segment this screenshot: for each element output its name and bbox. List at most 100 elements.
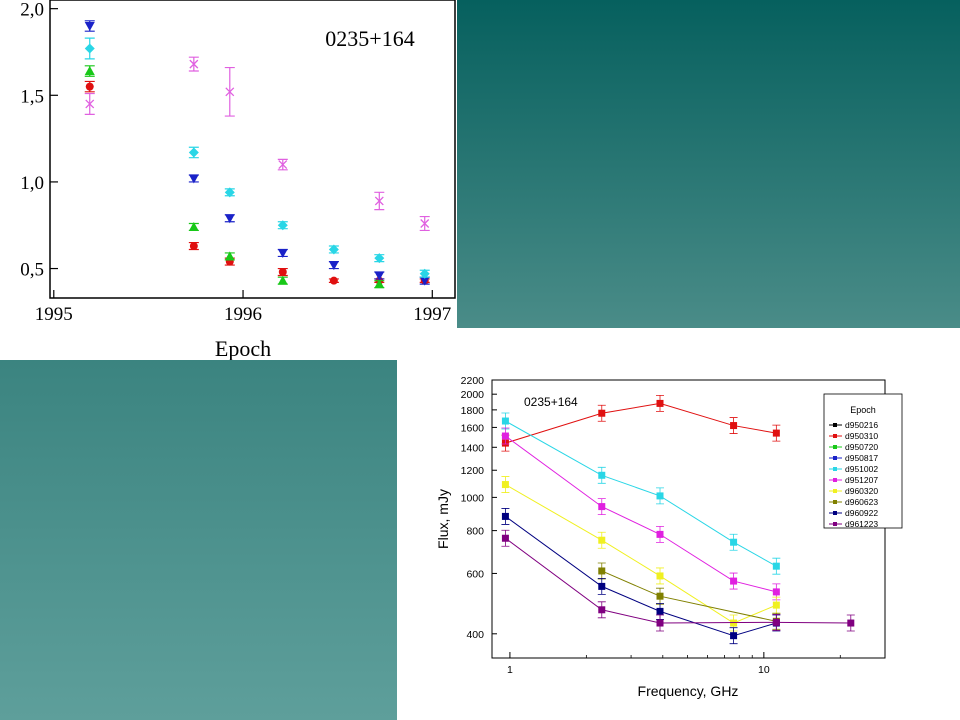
chart2-point [598,409,606,417]
legend-swatch [833,500,837,504]
chart2-point [501,417,509,425]
chart1-point [278,160,288,170]
chart2-point [598,503,606,511]
legend-entry: d951002 [845,464,878,474]
chart2-point [656,530,664,538]
chart2-point [730,632,738,640]
chart1-point [277,248,288,258]
legend-entry: d961223 [845,519,878,529]
teal-panel-bottom-left [0,360,397,720]
chart2-point [772,588,780,596]
legend-swatch [833,467,837,471]
chart2-point [847,619,855,627]
chart2-annotation: 0235+164 [524,395,578,409]
chart1-point [84,43,95,54]
legend-entry: d951207 [845,475,878,485]
chart2-point [730,577,738,585]
chart2-y-tick-label: 2000 [461,389,485,401]
chart1-point [225,87,235,97]
chart1-point [328,244,339,255]
chart1-point [374,271,385,281]
legend-swatch [833,434,837,438]
chart1-point [277,220,288,231]
legend-entry: d950310 [845,431,878,441]
chart1-point [420,219,430,228]
chart2-y-tick-label: 1600 [461,422,485,434]
legend-swatch [833,478,837,482]
legend-swatch [833,445,837,449]
chart1-point [189,59,199,69]
teal-panel-top-right [457,0,960,328]
chart1-annotation: 0235+164 [325,26,414,51]
chart2-y-tick-label: 1800 [461,405,485,417]
chart2-point [656,619,664,627]
chart2-y-tick-label: 400 [466,629,484,641]
chart2-point [501,534,509,542]
legend-swatch [833,489,837,493]
chart1-point [188,174,199,184]
chart2-point [501,512,509,520]
chart2-y-tick-label: 1200 [461,465,485,477]
chart1-y-tick-label: 0,5 [20,260,44,281]
frequency-flux-chart: 400 600 800 1000 1200 1400 1600 1800 2000 2200 1 10… [420,360,910,720]
chart1-point [85,99,95,109]
chart2-point [598,471,606,479]
chart1-point [419,276,430,286]
legend-swatch [833,511,837,515]
legend-entry: d950817 [845,453,878,463]
epoch-flux-ratio-chart: 0,5 1,0 1,5 2,0 1995 1996 1997 0235+164 Epoch [0,0,457,360]
chart2-point [772,601,780,609]
legend-entry: d950720 [845,442,878,452]
chart2-y-axis-label: Flux, mJy [435,489,451,549]
chart1-point [329,276,338,285]
chart1-point [224,251,235,261]
chart2-legend: Epoch d950216d950310d950720d950817d95100… [823,393,903,529]
chart1-point [374,279,385,289]
chart2-point [656,572,664,580]
chart1-frame [49,0,456,299]
chart2-point [730,538,738,546]
chart2-point [772,618,780,626]
legend-swatch [833,456,837,460]
chart2-point [501,481,509,489]
chart1-x-tick-label: 1997 [413,304,451,325]
chart1-point [277,275,288,285]
chart1-point [189,242,198,251]
legend-entry: d960922 [845,508,878,518]
chart1-point [84,21,95,31]
chart1-point [85,82,94,91]
chart2-x-tick-label: 1 [507,664,513,676]
chart2-point [598,606,606,614]
chart2-x-tick-label: 10 [758,664,770,676]
chart2-point [772,562,780,570]
chart1-point [224,187,235,198]
chart2-y-tick-label: 2200 [461,375,485,387]
chart2-y-tick-label: 800 [466,526,484,538]
chart2-x-axis-label: Frequency, GHz [638,683,739,699]
chart1-x-tick-label: 1995 [35,304,73,325]
chart1-point [374,253,385,264]
chart2-point [656,592,664,600]
legend-title: Epoch [850,405,876,415]
chart1-background [0,0,457,360]
chart1-x-tick-label: 1996 [224,304,262,325]
chart1-y-tick-label: 1,0 [20,173,44,194]
chart1-point [84,66,95,76]
legend-box [823,393,903,529]
chart2-point [598,582,606,590]
legend-swatch [833,423,837,427]
chart2-point [598,536,606,544]
chart1-point [419,268,430,279]
chart2-point [730,422,738,430]
chart1-point [278,268,287,277]
chart2-point [598,567,606,575]
chart2-y-tick-label: 600 [466,568,484,580]
chart1-point [188,221,199,231]
chart2-y-tick-label: 1000 [461,492,485,504]
legend-entry: d960623 [845,497,878,507]
legend-swatch [833,522,837,526]
chart2-point [501,432,509,440]
chart1-x-axis-label: Epoch [215,336,271,360]
chart2-point [772,429,780,437]
chart2-point [656,399,664,407]
